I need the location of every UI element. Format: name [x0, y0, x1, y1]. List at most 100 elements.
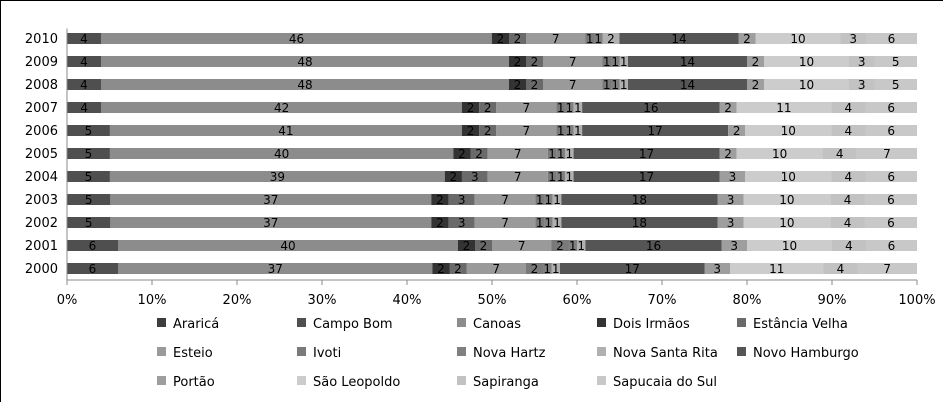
legend-swatch — [737, 318, 746, 327]
legend-swatch — [297, 318, 306, 327]
data-label: 2 — [437, 262, 445, 276]
data-label: 18 — [632, 216, 647, 230]
data-label: 39 — [270, 170, 285, 184]
legend-swatch — [457, 347, 466, 356]
y-tick-label: 2005 — [25, 147, 58, 162]
y-tick-label: 2007 — [25, 101, 58, 116]
data-label: 1 — [536, 193, 544, 207]
y-tick-label: 2001 — [25, 239, 58, 254]
data-label: 7 — [501, 216, 509, 230]
data-label: 3 — [858, 78, 866, 92]
data-label: 2 — [514, 32, 522, 46]
data-label: 10 — [799, 78, 814, 92]
y-tick-label: 2000 — [25, 262, 58, 277]
x-tick-label: 70% — [648, 293, 677, 308]
data-label: 48 — [297, 55, 312, 69]
data-label: 2 — [458, 147, 466, 161]
data-label: 14 — [680, 55, 695, 69]
data-label: 1 — [543, 262, 551, 276]
y-tick-label: 2008 — [25, 78, 58, 93]
data-label: 1 — [548, 147, 556, 161]
y-tick-label: 2010 — [25, 32, 58, 47]
x-tick-label: 50% — [478, 293, 507, 308]
legend-label: Estância Velha — [753, 317, 848, 332]
data-label: 1 — [611, 78, 619, 92]
data-label: 2 — [724, 101, 732, 115]
data-label: 3 — [727, 216, 735, 230]
data-label: 2 — [436, 193, 444, 207]
data-label: 1 — [603, 78, 611, 92]
data-label: 1 — [569, 239, 577, 253]
data-label: 5 — [892, 55, 900, 69]
data-label: 1 — [565, 101, 573, 115]
data-label: 1 — [557, 170, 565, 184]
y-tick-label: 2003 — [25, 193, 58, 208]
data-label: 1 — [545, 216, 553, 230]
x-tick-label: 10% — [138, 293, 167, 308]
data-label: 2 — [607, 32, 615, 46]
data-label: 5 — [85, 216, 93, 230]
data-label: 6 — [887, 124, 895, 138]
x-tick-label: 80% — [733, 293, 762, 308]
data-label: 6 — [887, 193, 895, 207]
data-label: 2 — [484, 101, 492, 115]
data-label: 1 — [545, 193, 553, 207]
data-label: 3 — [727, 193, 735, 207]
data-label: 4 — [80, 55, 88, 69]
data-label: 5 — [85, 193, 93, 207]
data-label: 2 — [531, 78, 539, 92]
x-tick-label: 40% — [393, 293, 422, 308]
data-label: 2 — [752, 55, 760, 69]
data-label: 2 — [514, 55, 522, 69]
data-label: 2 — [475, 147, 483, 161]
legend-label: Ivoti — [313, 346, 341, 361]
data-label: 37 — [263, 193, 278, 207]
data-label: 1 — [586, 32, 594, 46]
data-label: 7 — [552, 32, 560, 46]
data-label: 6 — [888, 32, 896, 46]
y-tick-label: 2006 — [25, 124, 58, 139]
data-label: 17 — [647, 124, 662, 138]
x-tick-label: 0% — [57, 293, 78, 308]
data-label: 2 — [743, 32, 751, 46]
data-label: 1 — [536, 216, 544, 230]
legend-label: Nova Hartz — [473, 346, 546, 361]
legend-label: Araricá — [173, 317, 219, 332]
data-label: 7 — [492, 262, 500, 276]
legend-label: Sapucaia do Sul — [613, 375, 717, 390]
legend-swatch — [157, 318, 166, 327]
data-label: 10 — [781, 124, 796, 138]
data-label: 6 — [89, 262, 97, 276]
data-label: 4 — [844, 193, 852, 207]
bars-layer: 0446227112142103604482271111421035044822… — [66, 32, 917, 276]
legend-label: Sapiranga — [473, 375, 539, 390]
legend-swatch — [157, 347, 166, 356]
data-label: 40 — [274, 147, 289, 161]
data-label: 2 — [531, 55, 539, 69]
data-label: 1 — [553, 216, 561, 230]
data-label: 4 — [844, 124, 852, 138]
data-label: 1 — [565, 170, 573, 184]
legend-label: Esteio — [173, 346, 213, 361]
data-label: 37 — [268, 262, 283, 276]
data-label: 40 — [280, 239, 295, 253]
data-label: 7 — [569, 78, 577, 92]
data-label: 4 — [844, 170, 852, 184]
data-label: 14 — [671, 32, 686, 46]
data-label: 1 — [574, 124, 582, 138]
data-label: 6 — [887, 216, 895, 230]
data-label: 5 — [892, 78, 900, 92]
data-label: 2 — [436, 216, 444, 230]
data-label: 10 — [779, 193, 794, 207]
data-label: 2 — [556, 239, 564, 253]
legend-swatch — [597, 318, 606, 327]
data-label: 5 — [85, 124, 93, 138]
data-label: 3 — [458, 216, 466, 230]
data-label: 7 — [514, 147, 522, 161]
data-label: 2 — [467, 101, 475, 115]
data-label: 2 — [463, 239, 471, 253]
data-label: 48 — [297, 78, 312, 92]
data-label: 7 — [501, 193, 509, 207]
data-label: 4 — [844, 101, 852, 115]
data-label: 10 — [790, 32, 805, 46]
